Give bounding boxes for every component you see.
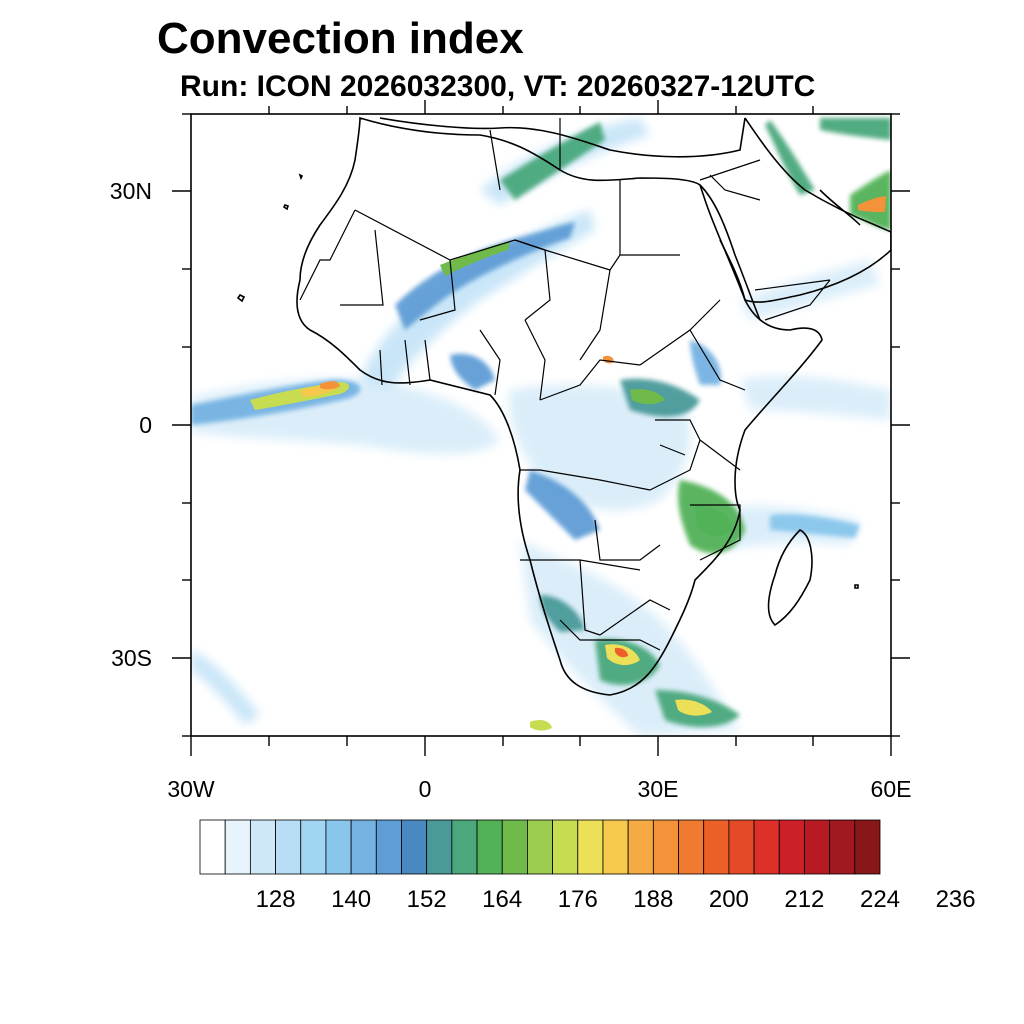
west-africa-high	[440, 241, 510, 276]
congo-high	[630, 389, 665, 405]
colorbar-box	[300, 819, 327, 875]
colorbar-box	[829, 819, 856, 875]
colorbar-box	[375, 819, 402, 875]
lon-label-60e: 60E	[870, 776, 912, 802]
southern-africa-low	[520, 540, 740, 736]
colorbar-label: 212	[784, 886, 825, 913]
colorbar-label: 224	[859, 886, 901, 913]
mozambique-channel-mid	[770, 514, 860, 538]
country-borders	[299, 118, 831, 651]
colorbar-box	[451, 819, 478, 875]
tanzania-high	[695, 505, 733, 537]
colorbar-box	[778, 819, 805, 875]
central-africa-low	[509, 384, 691, 511]
colorbar-box	[678, 819, 705, 875]
colorbar-box	[652, 819, 679, 875]
colorbar-box	[854, 819, 881, 875]
arabia-coastline	[719, 117, 891, 303]
colorbar-box	[627, 819, 654, 875]
southern-ocean-high	[675, 699, 712, 716]
colorbar-label: 236	[935, 886, 976, 913]
colorbar-box	[552, 819, 579, 875]
africa-coastline	[296, 116, 823, 696]
west-africa-mid	[395, 222, 575, 330]
atlantic-island-1	[236, 293, 246, 303]
persian-gulf-coast	[819, 189, 861, 226]
nigeria-mid	[450, 353, 495, 390]
arabia-north-mid	[765, 120, 815, 195]
colorbar-box	[401, 819, 428, 875]
colorbar-box	[602, 819, 629, 875]
arabia-low	[740, 260, 880, 320]
lat-label-0: 0	[139, 412, 152, 438]
colorbar-label: 176	[557, 886, 598, 913]
angola-mid	[525, 470, 600, 540]
red-sea-coast	[699, 184, 761, 321]
south-africa-peak	[615, 647, 628, 658]
ethiopia-mid	[690, 340, 721, 385]
colorbar-boxes	[199, 819, 881, 875]
colorbar-box	[728, 819, 755, 875]
colorbar-box	[350, 819, 377, 875]
namibia-mid	[540, 595, 585, 632]
far-south-peak	[530, 720, 552, 731]
convection-field	[191, 116, 891, 736]
colorbar-box	[199, 819, 226, 875]
colorbar-label: 152	[406, 886, 447, 913]
ne-corner-mid	[820, 118, 891, 140]
colorbar-label: 200	[708, 886, 749, 913]
colorbar-box	[275, 819, 302, 875]
map-title: Convection index	[157, 14, 524, 63]
axis-ticks	[172, 100, 910, 756]
colorbar-box	[527, 819, 553, 875]
mediterranean-coast	[379, 117, 746, 158]
madagascar-coastline	[767, 529, 813, 627]
colorbar-box	[325, 819, 352, 875]
colorbar-box	[224, 819, 251, 875]
high-value-areas	[250, 196, 886, 731]
lon-label-30e: 30E	[637, 776, 679, 802]
colorbar-box	[753, 819, 780, 875]
colorbar-label: 188	[633, 886, 674, 913]
colorbar-box	[476, 819, 503, 875]
lon-label-30w: 30W	[167, 776, 215, 802]
atlantic-island-2	[282, 204, 290, 211]
colorbar-label: 128	[255, 886, 296, 913]
colorbar-box	[249, 819, 276, 875]
coastlines	[236, 116, 891, 696]
persian-gulf-high	[858, 196, 886, 212]
sw-corner-low	[191, 650, 260, 725]
lat-label-30n: 30N	[109, 178, 152, 204]
lat-label-30s: 30S	[111, 645, 152, 671]
west-africa-low	[360, 210, 595, 390]
lon-label-0: 0	[418, 776, 432, 802]
colorbar-box	[703, 819, 730, 875]
colorbar-box	[501, 819, 528, 875]
atlantic-island-3	[298, 173, 304, 181]
colorbar-label: 140	[331, 886, 372, 913]
colorbar-box	[577, 819, 604, 875]
indian-ocean-low	[740, 375, 891, 420]
sahara-north-mid	[500, 122, 605, 200]
colorbar-box	[804, 819, 831, 875]
map-subtitle: Run: ICON 2026032300, VT: 20260327-12UTC	[180, 70, 816, 103]
colorbar-label: 164	[482, 886, 523, 913]
gulf-of-guinea-high	[320, 381, 340, 390]
comoros-island	[854, 584, 859, 589]
colorbar-box	[426, 819, 453, 875]
